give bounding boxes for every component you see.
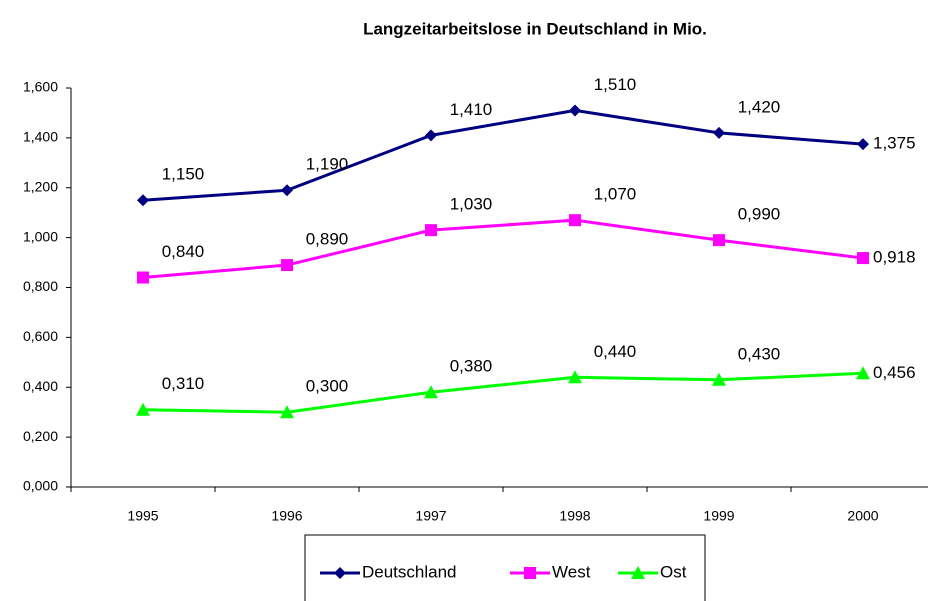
legend-label: Ost <box>660 562 687 581</box>
data-label: 0,840 <box>162 242 205 261</box>
data-point <box>857 138 869 151</box>
data-point <box>857 252 869 265</box>
data-label: 0,300 <box>306 377 349 396</box>
data-label: 0,990 <box>738 205 781 224</box>
data-point <box>424 385 438 399</box>
y-tick-label: 1,200 <box>23 178 58 194</box>
data-label: 0,430 <box>738 344 781 363</box>
data-label: 1,410 <box>450 100 493 119</box>
legend-marker <box>631 566 645 579</box>
data-label: 0,890 <box>306 230 349 249</box>
data-label: 1,375 <box>873 134 916 153</box>
data-point <box>569 214 581 227</box>
x-tick-label: 2000 <box>847 508 878 524</box>
data-point <box>713 234 725 247</box>
data-label: 1,150 <box>162 165 205 184</box>
series-line <box>142 108 864 202</box>
y-tick-label: 0,000 <box>23 478 58 494</box>
data-label: 1,510 <box>594 75 637 94</box>
x-tick-label: 1998 <box>559 508 590 524</box>
data-point <box>569 104 581 117</box>
data-label: 0,918 <box>873 248 916 267</box>
data-label: 1,420 <box>738 97 781 116</box>
series-line <box>142 218 864 280</box>
data-label: 0,310 <box>162 374 205 393</box>
chart-title: Langzeitarbeitslose in Deutschland in Mi… <box>363 19 707 38</box>
data-point <box>425 129 437 142</box>
data-point <box>136 402 150 416</box>
data-point <box>137 194 149 207</box>
y-tick-label: 0,200 <box>23 428 58 444</box>
y-tick-label: 1,400 <box>23 129 58 145</box>
data-label: 1,070 <box>594 185 637 204</box>
data-point <box>568 370 582 384</box>
legend-marker <box>334 567 346 579</box>
x-tick-label: 1995 <box>127 508 158 524</box>
data-label: 1,030 <box>450 195 493 214</box>
data-label: 1,190 <box>306 155 349 174</box>
y-tick-label: 0,600 <box>23 328 58 344</box>
legend-label: Deutschland <box>362 562 457 581</box>
series-line <box>142 371 864 414</box>
data-point <box>281 184 293 197</box>
data-point <box>137 271 149 284</box>
data-point <box>280 405 294 419</box>
y-tick-label: 0,800 <box>23 278 58 294</box>
x-tick-label: 1996 <box>271 508 302 524</box>
data-label: 0,380 <box>450 357 493 376</box>
data-label: 0,456 <box>873 363 916 382</box>
y-tick-label: 1,600 <box>23 79 58 95</box>
y-tick-label: 1,000 <box>23 228 58 244</box>
legend-label: West <box>552 562 591 581</box>
data-point <box>713 126 725 139</box>
x-tick-label: 1999 <box>703 508 734 524</box>
y-tick-label: 0,400 <box>23 378 58 394</box>
data-point <box>856 366 870 380</box>
data-point <box>712 372 726 386</box>
data-label: 0,440 <box>594 342 637 361</box>
x-tick-label: 1997 <box>415 508 446 524</box>
data-point <box>281 259 293 272</box>
legend-marker <box>524 567 536 579</box>
data-point <box>425 224 437 237</box>
